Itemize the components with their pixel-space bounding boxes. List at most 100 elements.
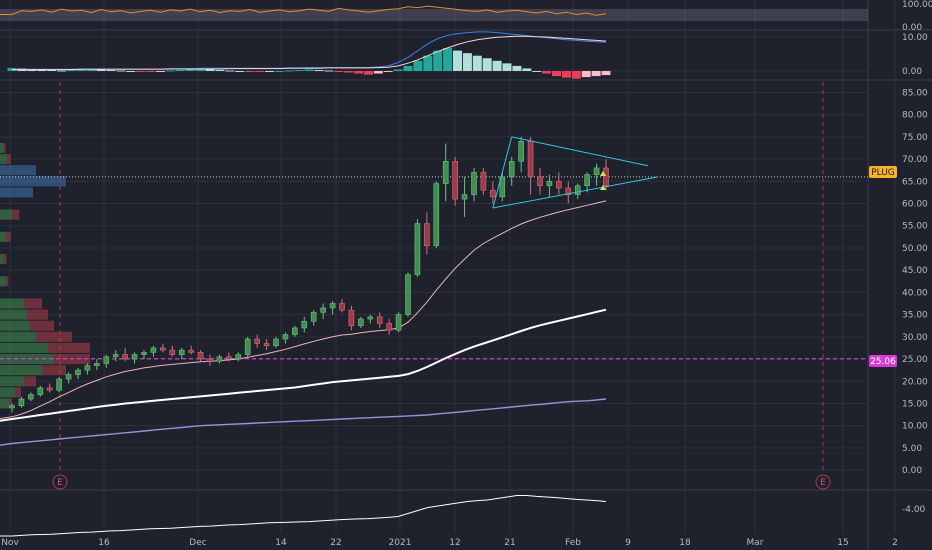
candle[interactable]	[46, 387, 53, 391]
candle[interactable]	[56, 378, 62, 391]
candle[interactable]	[226, 356, 232, 360]
candle[interactable]	[329, 303, 336, 309]
volume-profile-up-bar	[0, 231, 6, 242]
macd-histogram-bar	[47, 69, 57, 71]
candle[interactable]	[75, 369, 81, 375]
candle[interactable]	[499, 176, 506, 198]
candle[interactable]	[122, 354, 128, 360]
candle[interactable]	[216, 356, 223, 362]
candle[interactable]	[574, 185, 581, 195]
candle[interactable]	[452, 161, 458, 200]
candle[interactable]	[254, 338, 260, 344]
candle[interactable]	[310, 312, 317, 322]
candle[interactable]	[584, 174, 590, 187]
candle[interactable]	[178, 349, 185, 355]
candle[interactable]	[131, 354, 138, 360]
earnings-marker[interactable]	[815, 474, 831, 490]
candle[interactable]	[508, 161, 515, 178]
rsi-tick-label: 100.00	[902, 0, 932, 10]
rsi-panel[interactable]: 100.00 0.00	[0, 0, 932, 33]
candle[interactable]	[244, 338, 251, 355]
candle[interactable]	[395, 314, 402, 331]
candle[interactable]	[263, 343, 270, 347]
candle[interactable]	[556, 181, 562, 189]
macd-histogram-bar	[423, 55, 433, 71]
candle[interactable]	[518, 141, 524, 162]
y-tick-label: 30.00	[902, 333, 928, 343]
candle[interactable]	[339, 303, 345, 311]
ticker-badge	[869, 166, 897, 178]
candle[interactable]	[367, 316, 374, 320]
earnings-marker[interactable]	[52, 474, 68, 490]
candle[interactable]	[348, 309, 355, 327]
candle[interactable]	[273, 338, 279, 347]
rsi-band	[0, 9, 868, 21]
x-tick-label: 14	[275, 538, 287, 548]
candle[interactable]	[150, 347, 157, 353]
candle[interactable]	[480, 172, 487, 191]
candle[interactable]	[593, 167, 600, 175]
candle[interactable]	[603, 167, 609, 187]
volume-profile-up-bar	[0, 254, 4, 265]
candle[interactable]	[546, 181, 553, 187]
candle[interactable]	[461, 194, 468, 200]
candle[interactable]	[405, 274, 411, 315]
time-axis[interactable]: Nov 16 Dec 14 22 2021 12 21 Feb 9 18 Mar 15 2	[1, 538, 898, 548]
x-tick-label: 16	[98, 538, 110, 548]
lower-indicator-panel[interactable]: -4.00	[0, 495, 926, 537]
candle[interactable]	[84, 365, 91, 371]
candle[interactable]	[424, 223, 430, 247]
macd-histogram-bar	[215, 69, 225, 71]
volume-profile-up-bar	[0, 142, 4, 154]
candle[interactable]	[235, 354, 242, 360]
macd-histogram-bar	[245, 71, 255, 72]
candle[interactable]	[301, 320, 308, 329]
x-tick-label: 15	[837, 538, 848, 548]
candle[interactable]	[160, 347, 166, 351]
candle[interactable]	[197, 352, 204, 360]
candle[interactable]	[414, 223, 421, 275]
candle[interactable]	[320, 307, 326, 313]
candle[interactable]	[65, 374, 72, 380]
candle[interactable]	[169, 349, 176, 355]
macd-tick-label: 0.00	[902, 67, 922, 77]
candle[interactable]	[282, 334, 289, 340]
candle[interactable]	[188, 349, 194, 353]
candle[interactable]	[376, 316, 383, 324]
candle[interactable]	[442, 161, 449, 184]
candle[interactable]	[358, 318, 364, 327]
y-tick-label: 20.00	[902, 377, 928, 387]
candle[interactable]	[9, 405, 15, 409]
candle[interactable]	[490, 189, 496, 198]
candle[interactable]	[103, 356, 110, 364]
price-axis[interactable]: 85.00 80.00 75.00 70.00 65.00 60.00 55.00 50.00…	[902, 88, 928, 476]
macd-panel[interactable]: 10.00 0.00	[7, 31, 929, 79]
candle[interactable]	[18, 398, 25, 406]
candle[interactable]	[386, 323, 392, 331]
candle[interactable]	[471, 172, 477, 195]
candle[interactable]	[292, 327, 298, 335]
candle[interactable]	[433, 183, 440, 247]
candle[interactable]	[28, 394, 34, 400]
volume-profile-down-bar	[36, 331, 72, 342]
candle[interactable]	[207, 358, 213, 362]
candle[interactable]	[537, 176, 543, 187]
macd-histogram-bar	[492, 60, 502, 71]
macd-histogram-bar	[116, 70, 126, 72]
candle[interactable]	[565, 187, 572, 195]
volume-profile-down-bar	[6, 231, 11, 242]
x-tick-label: 21	[504, 538, 515, 548]
candle[interactable]	[141, 352, 147, 355]
candle[interactable]	[37, 387, 44, 395]
candle[interactable]	[112, 354, 119, 358]
candle[interactable]	[527, 141, 534, 178]
macd-histogram-bar	[175, 69, 185, 71]
y-tick-label: 0.00	[902, 466, 922, 476]
candle[interactable]	[94, 363, 100, 366]
volume-profile-up-bar	[0, 187, 33, 198]
earnings-marker-label: E	[57, 478, 63, 488]
macd-histogram-bar	[304, 69, 314, 71]
